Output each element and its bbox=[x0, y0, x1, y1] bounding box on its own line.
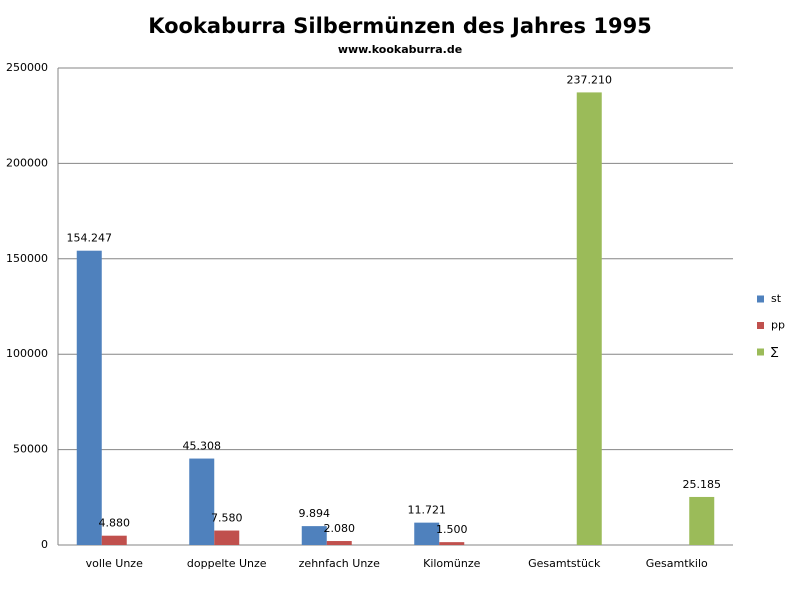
bar bbox=[101, 535, 127, 545]
value-label: 25.185 bbox=[683, 478, 722, 491]
value-label: 11.721 bbox=[408, 504, 447, 517]
value-label: 154.247 bbox=[67, 232, 113, 245]
value-label: 45.308 bbox=[183, 440, 222, 453]
y-tick-label: 250000 bbox=[6, 61, 48, 74]
legend-swatch bbox=[757, 322, 764, 329]
x-tick-label: volle Unze bbox=[86, 557, 143, 570]
x-tick-label: zehnfach Unze bbox=[299, 557, 380, 570]
bar bbox=[326, 541, 352, 545]
bar bbox=[439, 542, 465, 545]
bar bbox=[301, 526, 327, 545]
y-tick-label: 150000 bbox=[6, 252, 48, 265]
bar bbox=[576, 92, 602, 545]
y-tick-label: 100000 bbox=[6, 347, 48, 360]
value-label: 2.080 bbox=[324, 522, 356, 535]
legend-label: st bbox=[771, 292, 782, 305]
x-tick-label: Gesamtkilo bbox=[646, 557, 708, 570]
bar bbox=[189, 458, 215, 545]
value-label: 1.500 bbox=[436, 523, 468, 536]
legend-label: pp bbox=[771, 319, 785, 332]
value-label: 237.210 bbox=[567, 73, 613, 86]
y-tick-label: 0 bbox=[41, 538, 48, 551]
chart-title: Kookaburra Silbermünzen des Jahres 1995 bbox=[148, 14, 652, 38]
x-tick-label: Gesamtstück bbox=[528, 557, 601, 570]
bar bbox=[689, 496, 715, 545]
bar bbox=[414, 522, 440, 545]
x-tick-label: Kilomünze bbox=[423, 557, 480, 570]
y-tick-label: 200000 bbox=[6, 156, 48, 169]
value-label: 4.880 bbox=[99, 517, 131, 530]
legend-label: ∑ bbox=[771, 345, 779, 358]
bar bbox=[214, 530, 240, 545]
value-label: 9.894 bbox=[299, 507, 331, 520]
chart-subtitle: www.kookaburra.de bbox=[338, 43, 462, 56]
bar bbox=[76, 250, 102, 546]
value-label: 7.580 bbox=[211, 512, 243, 525]
y-tick-label: 50000 bbox=[13, 443, 48, 456]
legend-swatch bbox=[757, 295, 764, 303]
legend-swatch bbox=[757, 348, 764, 356]
x-tick-label: doppelte Unze bbox=[187, 557, 267, 570]
